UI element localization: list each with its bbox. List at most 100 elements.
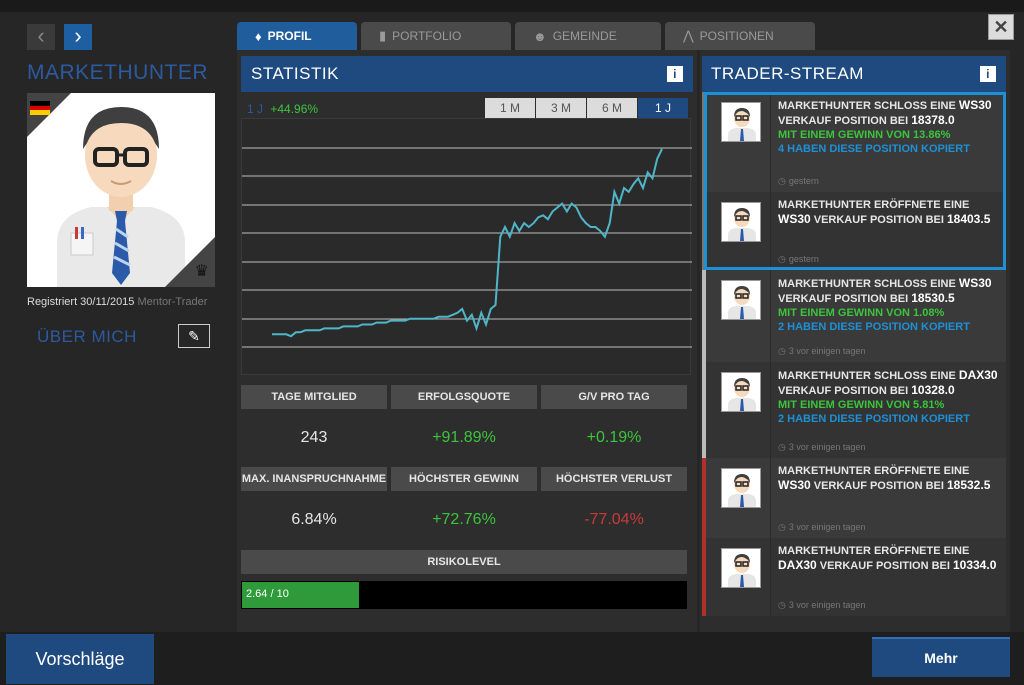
flag-corner <box>27 93 71 137</box>
close-icon: ✕ <box>993 17 1009 37</box>
close-button[interactable]: ✕ <box>988 14 1014 40</box>
clock-icon: ◷ <box>778 176 786 186</box>
tab-positionen[interactable]: ⋀ POSITIONEN <box>665 22 815 50</box>
risk-level-bar: 2.64 / 10 <box>241 581 687 609</box>
tab-label: PROFIL <box>267 29 312 43</box>
clock-icon: ◷ <box>778 346 786 356</box>
stream-separator <box>770 192 771 270</box>
stat-label: HÖCHSTER GEWINN <box>391 467 537 491</box>
stream-time: ◷ gestern <box>778 176 819 186</box>
range-tab[interactable]: 3 M <box>536 98 586 118</box>
stream-item[interactable]: MARKETHUNTER SCHLOSS EINE WS30 VERKAUF P… <box>702 92 1006 192</box>
trader-thumbnail <box>721 202 761 242</box>
stream-text: MARKETHUNTER SCHLOSS EINE WS30 VERKAUF P… <box>778 276 992 333</box>
trader-thumbnail <box>721 548 761 588</box>
registered-date: Registriert 30/11/2015 Mentor-Trader <box>27 296 207 308</box>
chart-series-line <box>272 148 663 338</box>
statistics-title: STATISTIK <box>251 64 339 83</box>
stream-separator <box>770 458 771 538</box>
about-me-link[interactable]: ÜBER MICH <box>37 327 137 346</box>
clock-icon: ◷ <box>778 522 786 532</box>
tab-label: POSITIONEN <box>699 29 774 43</box>
stream-separator <box>770 270 771 362</box>
stat-label: HÖCHSTER VERLUST <box>541 467 687 491</box>
trader-stream-list[interactable]: MARKETHUNTER SCHLOSS EINE WS30 VERKAUF P… <box>702 92 1006 628</box>
stream-item[interactable]: MARKETHUNTER SCHLOSS EINE WS30 VERKAUF P… <box>702 270 1006 362</box>
performance-period: 1 J <box>247 102 264 116</box>
trader-thumbnail <box>721 372 761 412</box>
stream-text: MARKETHUNTER ERÖFFNETE EINE DAX30 VERKAU… <box>778 545 997 572</box>
stream-time: ◷ 3 vor einigen tagen <box>778 442 866 452</box>
range-tab[interactable]: 1 M <box>485 98 535 118</box>
range-tab[interactable]: 6 M <box>587 98 637 118</box>
footer-bar <box>0 632 1024 685</box>
stream-time: ◷ 3 vor einigen tagen <box>778 600 866 610</box>
risk-level-fill <box>242 582 360 608</box>
trader-stream-panel: TRADER-STREAM i MARKETHUNTER SCHLOSS EIN… <box>700 50 1010 632</box>
stat-value: +0.19% <box>586 429 642 446</box>
registered-label: Registriert 30/11/2015 <box>27 296 135 308</box>
people-icon: ☻ <box>533 28 547 44</box>
more-button[interactable]: Mehr <box>872 637 1010 677</box>
tie-icon: ♦ <box>255 28 262 44</box>
top-strip <box>0 0 1024 12</box>
pencil-icon: ✎ <box>188 328 200 344</box>
profile-tabs: ♦ PROFIL ▮ PORTFOLIO ☻ GEMEINDE ⋀ POSITIONEN <box>237 22 819 50</box>
tab-gemeinde[interactable]: ☻ GEMEINDE <box>515 22 661 50</box>
bars-icon: ▮ <box>379 28 387 43</box>
trader-thumbnail <box>721 280 761 320</box>
stream-item[interactable]: MARKETHUNTER ERÖFFNETE EINE DAX30 VERKAU… <box>702 538 1006 616</box>
stat-label: MAX. INANSPRUCHNAHME <box>241 467 387 491</box>
stream-item[interactable]: MARKETHUNTER SCHLOSS EINE DAX30 VERKAUF … <box>702 362 1006 458</box>
badge-corner <box>165 237 215 287</box>
germany-flag-icon <box>30 101 50 115</box>
tab-label: PORTFOLIO <box>392 29 462 43</box>
chevron-left-icon: ‹ <box>37 23 45 48</box>
next-trader-button[interactable]: › <box>64 24 92 50</box>
chevron-right-icon: › <box>74 23 82 48</box>
tab-portfolio[interactable]: ▮ PORTFOLIO <box>361 22 511 50</box>
performance-chart <box>241 118 692 375</box>
statistics-header: STATISTIK i <box>241 56 693 92</box>
stream-separator <box>770 538 771 616</box>
tab-label: GEMEINDE <box>552 29 617 43</box>
stat-label: TAGE MITGLIED <box>241 385 387 409</box>
performance-summary: 1 J +44.96% <box>247 102 318 116</box>
trader-role: Mentor-Trader <box>137 296 208 308</box>
trader-stream-title: TRADER-STREAM <box>711 64 864 83</box>
stream-item[interactable]: MARKETHUNTER ERÖFFNETE EINE WS30 VERKAUF… <box>702 458 1006 538</box>
stream-text: MARKETHUNTER ERÖFFNETE EINE WS30 VERKAUF… <box>778 199 991 226</box>
performance-value: +44.96% <box>270 102 319 116</box>
edit-about-button[interactable]: ✎ <box>178 324 210 348</box>
crown-icon: ♛ <box>194 263 209 280</box>
trader-thumbnail <box>721 102 761 142</box>
stat-value: +72.76% <box>432 511 496 528</box>
trader-stream-header: TRADER-STREAM i <box>702 56 1006 92</box>
stat-value: -77.04% <box>584 511 644 528</box>
stream-separator <box>770 92 771 192</box>
stat-value: 243 <box>300 429 328 446</box>
clock-icon: ◷ <box>778 600 786 610</box>
info-icon[interactable]: i <box>980 66 996 82</box>
risk-level-header: RISIKOLEVEL <box>241 550 687 574</box>
risk-level-text: 2.64 / 10 <box>246 588 289 600</box>
stream-time: ◷ 3 vor einigen tagen <box>778 522 866 532</box>
info-icon[interactable]: i <box>667 66 683 82</box>
avatar-illustration <box>27 93 215 287</box>
chart-svg <box>242 147 692 348</box>
stream-time: ◷ 3 vor einigen tagen <box>778 346 866 356</box>
tab-profil[interactable]: ♦ PROFIL <box>237 22 357 50</box>
range-tab[interactable]: 1 J <box>638 98 688 118</box>
stream-text: MARKETHUNTER SCHLOSS EINE DAX30 VERKAUF … <box>778 368 998 425</box>
chart-icon: ⋀ <box>683 28 694 43</box>
stat-label: ERFOLGSQUOTE <box>391 385 537 409</box>
avatar: ♛ <box>27 93 215 287</box>
stream-time: ◷ gestern <box>778 254 819 264</box>
previous-trader-button[interactable]: ‹ <box>27 24 55 50</box>
trader-thumbnail <box>721 468 761 508</box>
suggestions-button[interactable]: Vorschläge <box>6 634 154 684</box>
stream-item[interactable]: MARKETHUNTER ERÖFFNETE EINE WS30 VERKAUF… <box>702 192 1006 270</box>
